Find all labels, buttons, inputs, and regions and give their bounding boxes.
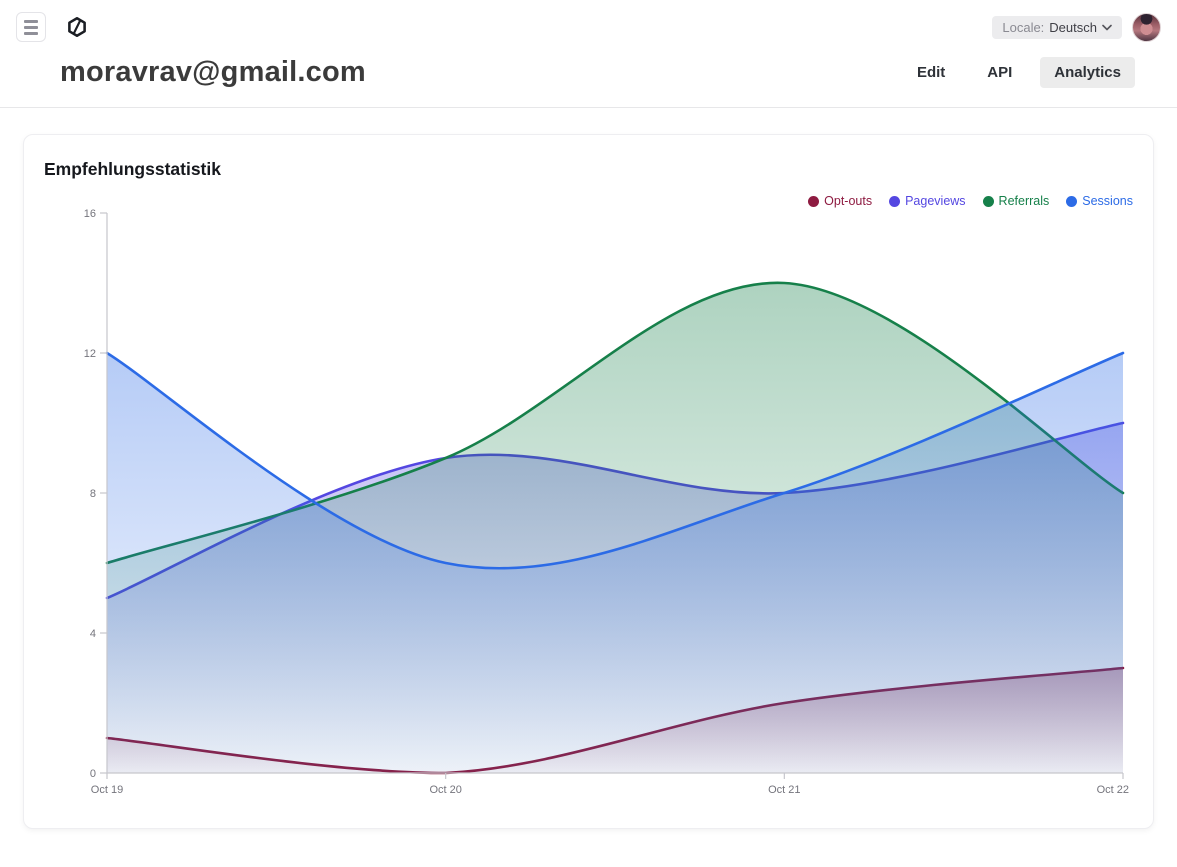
legend-item-pageviews[interactable]: Pageviews	[889, 194, 966, 208]
locale-select[interactable]: Locale: Deutsch	[992, 15, 1122, 39]
legend-item-opt-outs[interactable]: Opt-outs	[808, 194, 872, 208]
locale-value: Deutsch	[1049, 19, 1097, 35]
menu-button[interactable]	[16, 12, 46, 42]
svg-text:8: 8	[90, 488, 96, 500]
svg-text:Oct 22: Oct 22	[1097, 784, 1129, 796]
chart-svg: 0 4 8 12 16 Oct 19 Oct 20 Oct 21 Oct 22	[84, 208, 1129, 796]
area-sessions	[107, 353, 1123, 773]
avatar[interactable]	[1132, 12, 1161, 42]
legend-label: Referrals	[998, 194, 1050, 208]
svg-text:Oct 21: Oct 21	[768, 784, 800, 796]
legend-marker-icon	[889, 195, 901, 207]
chart-title: Empfehlungsstatistik	[44, 159, 221, 179]
legend-label: Opt-outs	[824, 194, 873, 208]
hamburger-icon	[24, 19, 38, 23]
tab-edit[interactable]: Edit	[916, 64, 946, 81]
legend-label: Sessions	[1082, 194, 1133, 208]
chevron-down-icon	[1102, 24, 1112, 30]
header-divider	[0, 107, 1177, 108]
svg-text:0: 0	[90, 768, 96, 780]
legend-label: Pageviews	[905, 194, 966, 208]
chart-legend: Opt-outs Pageviews Referrals Sessions	[808, 194, 1133, 208]
tab-analytics[interactable]: Analytics	[1040, 57, 1135, 88]
tab-api[interactable]: API	[987, 64, 1013, 81]
referral-stats-card: Empfehlungsstatistik Opt-outs Pageviews Re…	[23, 134, 1154, 829]
title-row: moravrav@gmail.com Edit API Analytics	[0, 42, 1177, 107]
legend-marker-icon	[1066, 195, 1078, 207]
svg-text:4: 4	[90, 628, 96, 640]
tab-bar: Edit API Analytics	[903, 57, 1135, 88]
hamburger-icon	[24, 31, 38, 35]
svg-text:Oct 20: Oct 20	[429, 784, 461, 796]
line-sessions	[105, 351, 1125, 570]
legend-marker-icon	[808, 195, 820, 207]
top-bar: Locale: Deutsch	[0, 0, 1177, 42]
svg-text:16: 16	[84, 208, 96, 220]
app-logo-icon	[66, 16, 88, 38]
hamburger-icon	[24, 25, 38, 29]
chart-container: Opt-outs Pageviews Referrals Sessions 0 4 8 12…	[44, 190, 1135, 796]
locale-label: Locale:	[1002, 19, 1045, 35]
legend-item-referrals[interactable]: Referrals	[982, 194, 1050, 208]
page-title: moravrav@gmail.com	[60, 56, 366, 88]
svg-text:Oct 19: Oct 19	[91, 784, 123, 796]
legend-marker-icon	[982, 195, 994, 207]
legend-item-sessions[interactable]: Sessions	[1066, 194, 1133, 208]
svg-text:12: 12	[84, 348, 96, 360]
